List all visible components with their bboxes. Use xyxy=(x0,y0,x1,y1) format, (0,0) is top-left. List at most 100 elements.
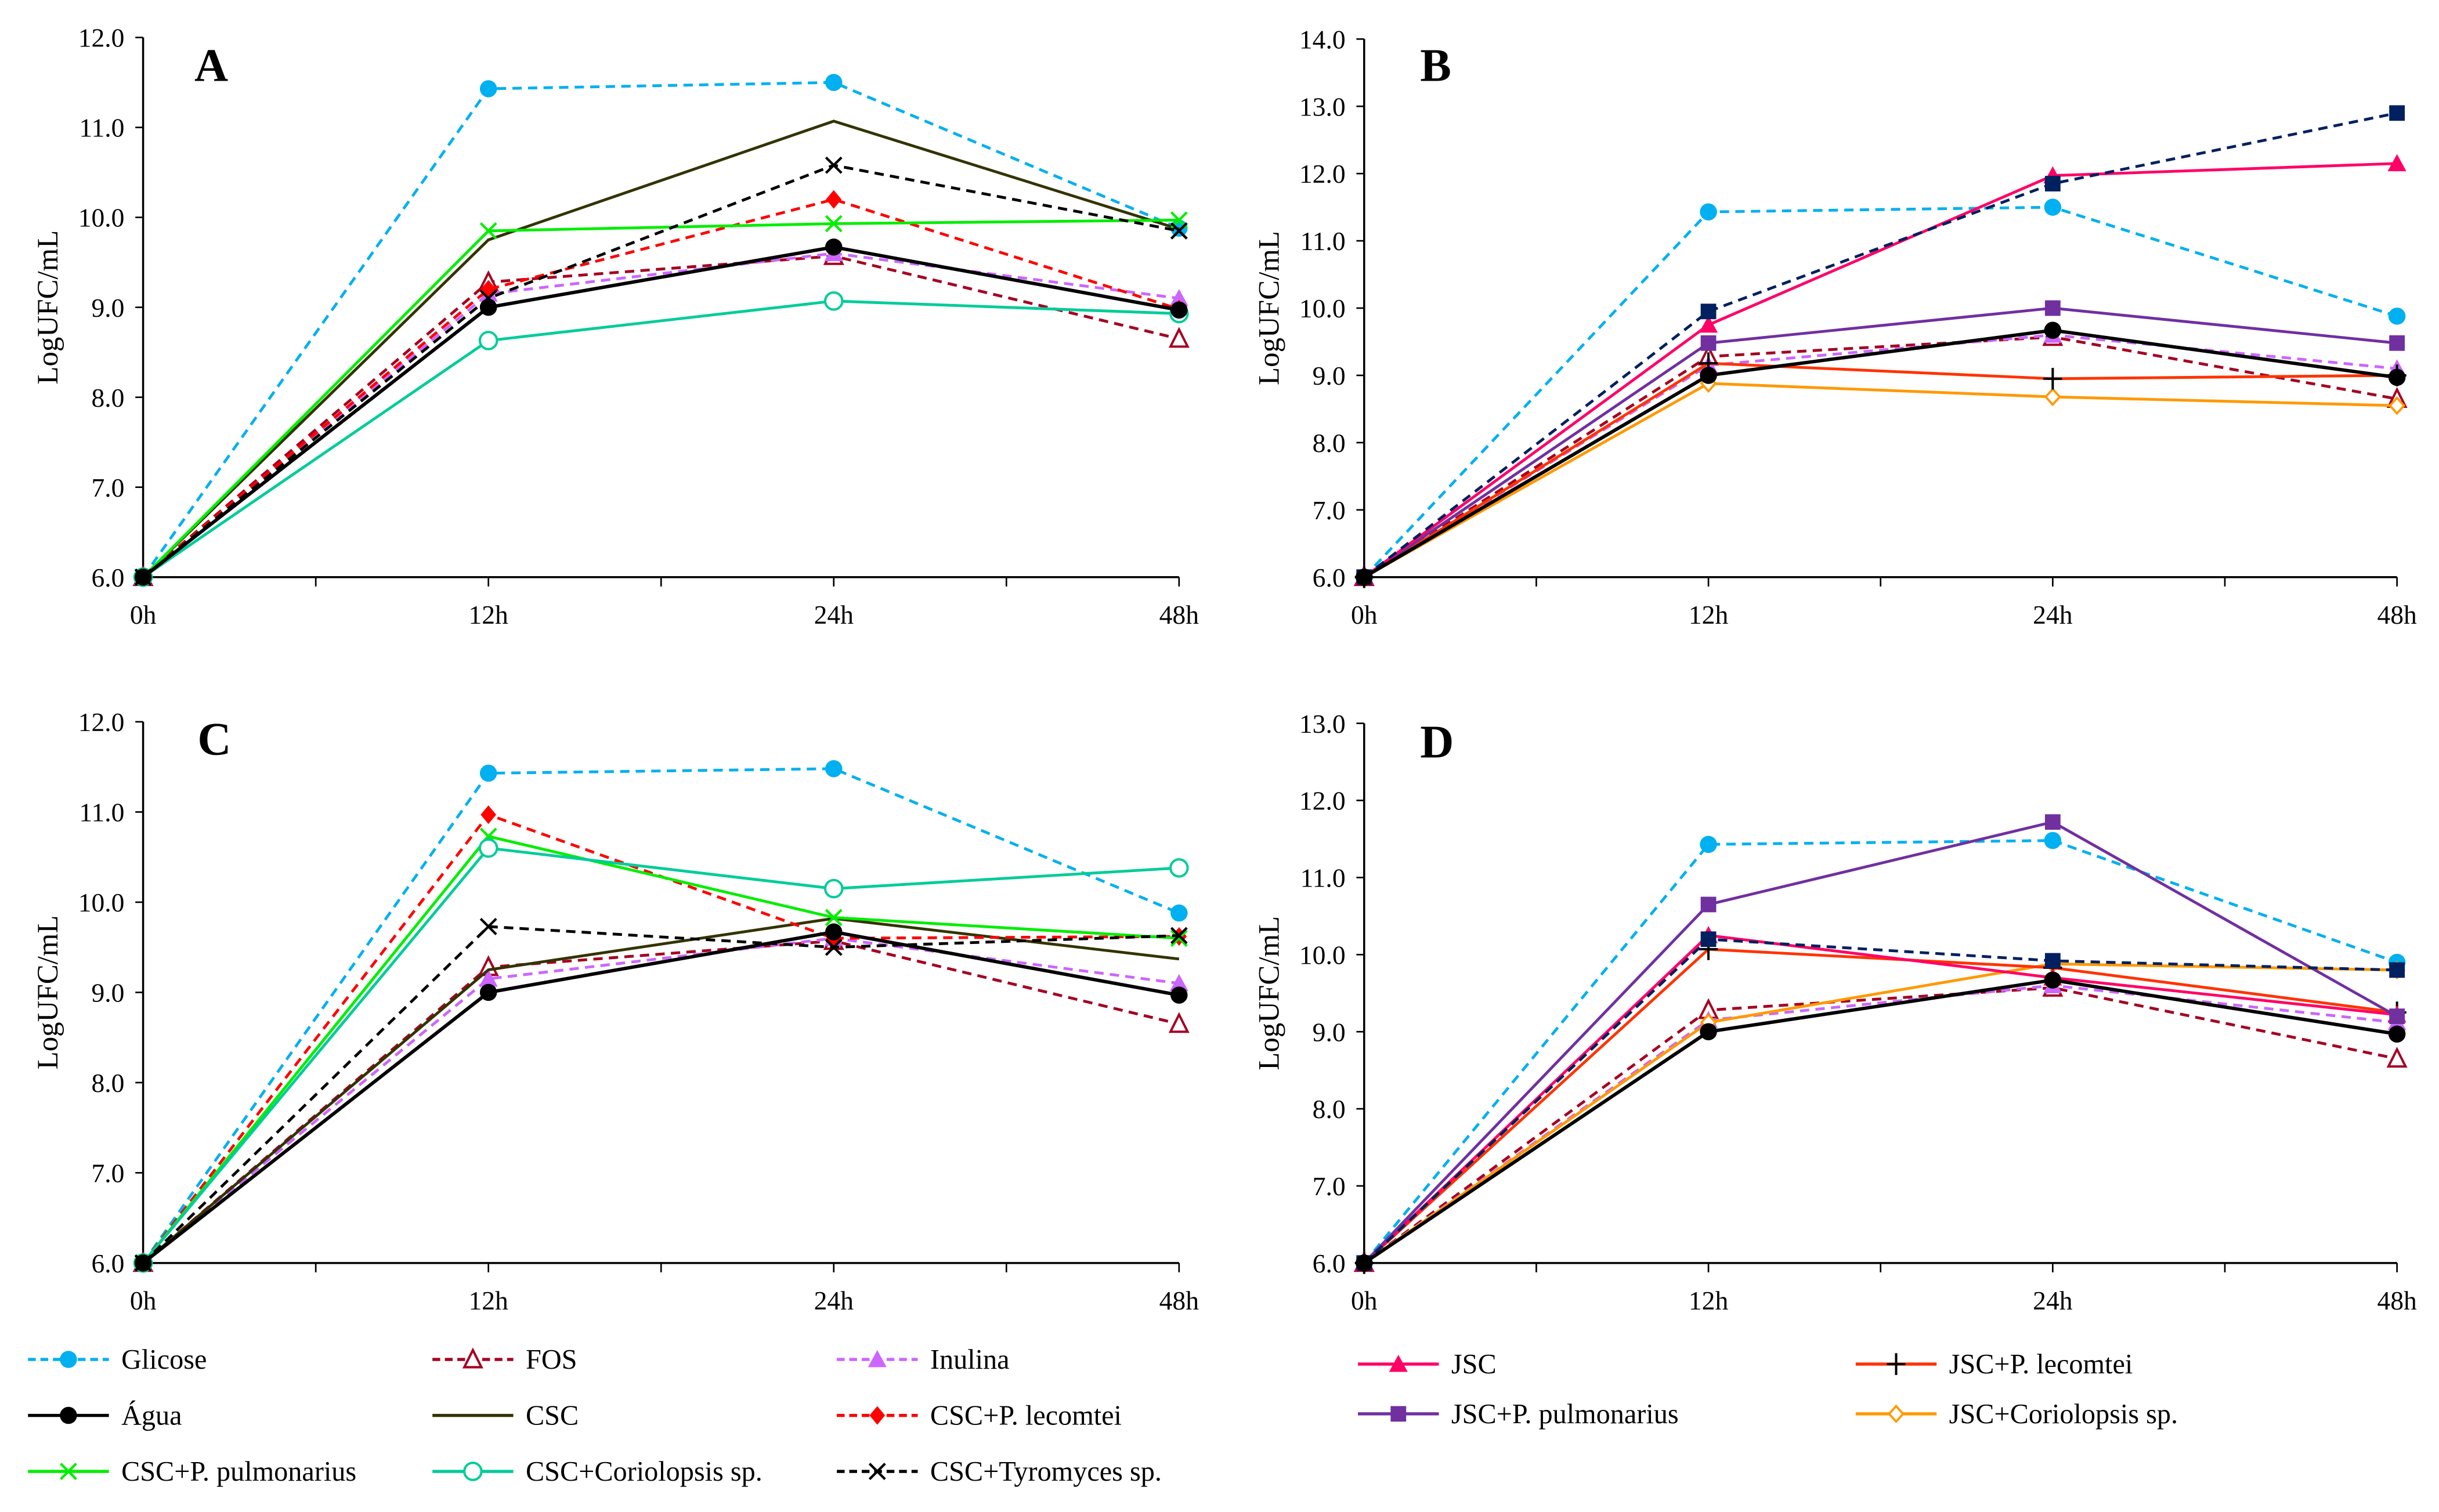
y-tick-label: 14.0 xyxy=(1299,24,1346,54)
marker-triangle xyxy=(1699,315,1718,333)
marker-diamond-open xyxy=(2044,387,2061,407)
y-tick-label: 6.0 xyxy=(1313,1249,1346,1278)
series-line xyxy=(142,847,1179,1264)
marker-circle xyxy=(479,983,497,1001)
x-tick-label: 24h xyxy=(814,600,854,630)
marker-x xyxy=(825,156,843,174)
marker-square xyxy=(1700,303,1717,320)
marker-diamond xyxy=(826,190,842,209)
y-tick-label: 6.0 xyxy=(1313,563,1346,592)
x-tick-label: 12h xyxy=(469,600,509,630)
series-line xyxy=(1363,986,2398,1264)
marker-triangle-open xyxy=(1168,1012,1190,1033)
marker-square xyxy=(1390,1406,1407,1422)
series-glicose xyxy=(134,74,1188,586)
marker-circle-open xyxy=(823,878,844,899)
marker-square xyxy=(2389,335,2405,351)
legend-label: Inulina xyxy=(930,1344,1010,1375)
y-tick-label: 11.0 xyxy=(1300,863,1346,893)
legend-label: CSC xyxy=(526,1401,579,1431)
series-line xyxy=(1363,306,2397,578)
legend-item-csc_tyr: CSC+Tyromyces sp. xyxy=(837,1456,1162,1487)
marker-circle xyxy=(2388,1025,2406,1043)
x-tick-label: 0h xyxy=(1351,600,1378,630)
series-line xyxy=(1363,938,2397,1264)
legend-label: Glicose xyxy=(121,1344,207,1375)
series-fos xyxy=(132,244,1190,587)
x-tick-label: 12h xyxy=(469,1286,509,1315)
marker-circle-open xyxy=(1169,858,1189,878)
legend-label: JSC+P. lecomtei xyxy=(1949,1349,2133,1380)
series-csc_cor xyxy=(133,291,1189,587)
marker-plus xyxy=(2043,367,2062,390)
series-line xyxy=(1363,328,2398,579)
legend-item-jsc_lec: JSC+P. lecomtei xyxy=(1855,1349,2133,1380)
y-tick-label: 9.0 xyxy=(92,293,125,323)
series-csc xyxy=(142,120,1180,578)
series-fos xyxy=(132,929,1190,1272)
series-line xyxy=(1363,333,2397,578)
y-axis-label: LogUFC/mL xyxy=(1253,916,1285,1070)
marker-circle xyxy=(825,923,843,941)
panel-letter: A xyxy=(194,40,228,92)
series-line xyxy=(1363,335,2398,578)
marker-triangle-open xyxy=(1168,327,1190,348)
marker-circle xyxy=(1170,904,1188,922)
legend-item-fos: FOS xyxy=(432,1344,577,1375)
series-line xyxy=(142,936,1180,1264)
marker-triangle xyxy=(2387,154,2407,172)
marker-triangle xyxy=(1169,974,1188,992)
y-tick-label: 6.0 xyxy=(92,563,125,592)
y-tick-label: 13.0 xyxy=(1299,92,1346,121)
marker-circle xyxy=(134,1254,152,1272)
marker-circle xyxy=(2388,368,2406,386)
y-tick-label: 7.0 xyxy=(1313,1171,1346,1201)
marker-triangle xyxy=(479,970,498,987)
y-tick-label: 12.0 xyxy=(78,23,125,53)
x-tick-label: 24h xyxy=(2033,600,2073,630)
marker-circle xyxy=(2044,198,2062,216)
series-jsc_lec xyxy=(1354,352,2407,588)
legend-label: CSC+P. lecomtei xyxy=(930,1401,1122,1431)
legend-item-csc: CSC xyxy=(432,1401,579,1431)
y-axis-label: LogUFC/mL xyxy=(1253,231,1285,385)
marker-x xyxy=(1170,927,1188,945)
y-axis-label: LogUFC/mL xyxy=(32,230,64,385)
marker-x xyxy=(1170,929,1188,947)
marker-x xyxy=(825,215,843,233)
marker-diamond-open xyxy=(1887,1404,1905,1424)
series-line xyxy=(142,834,1179,1264)
series-fos xyxy=(1353,325,2408,587)
marker-square xyxy=(2389,962,2405,978)
marker-x xyxy=(479,222,497,240)
marker-circle-open xyxy=(478,838,498,858)
legend-item-csc_pul: CSC+P. pulmonarius xyxy=(28,1456,356,1487)
marker-circle xyxy=(1700,203,1717,220)
marker-circle xyxy=(1170,986,1188,1004)
legend-item-glicose: Glicose xyxy=(28,1344,207,1375)
series-line xyxy=(1363,947,2397,1264)
series-line xyxy=(142,930,1180,1265)
chart-panel-a: 6.0 7.0 8.0 9.0 10.0 11.0 12.0 0h 12h 24h 48h LogUF… xyxy=(32,23,1199,630)
series-line xyxy=(1363,978,2398,1265)
series-line xyxy=(142,81,1180,578)
marker-circle xyxy=(479,80,497,97)
series-csc_cor xyxy=(133,838,1189,1273)
chart-panel-c: 6.0 7.0 8.0 9.0 10.0 11.0 12.0 0h 12h 24h 48h LogUF… xyxy=(32,707,1199,1315)
series-glicose xyxy=(134,760,1188,1272)
marker-square xyxy=(2044,814,2061,830)
series-line xyxy=(1363,361,2397,578)
series-csc xyxy=(142,917,1180,1264)
y-tick-label: 11.0 xyxy=(79,113,124,143)
series-line xyxy=(142,939,1180,1264)
y-tick-label: 11.0 xyxy=(79,798,124,827)
marker-plus xyxy=(1887,1353,1906,1375)
y-tick-label: 10.0 xyxy=(78,203,125,233)
marker-square xyxy=(1700,896,1717,913)
y-tick-label: 10.0 xyxy=(1299,940,1346,970)
y-tick-label: 8.0 xyxy=(1313,428,1346,458)
series-line xyxy=(142,254,1180,578)
marker-diamond xyxy=(869,1406,886,1425)
y-tick-label: 6.0 xyxy=(92,1249,125,1278)
marker-square xyxy=(1700,335,1717,351)
